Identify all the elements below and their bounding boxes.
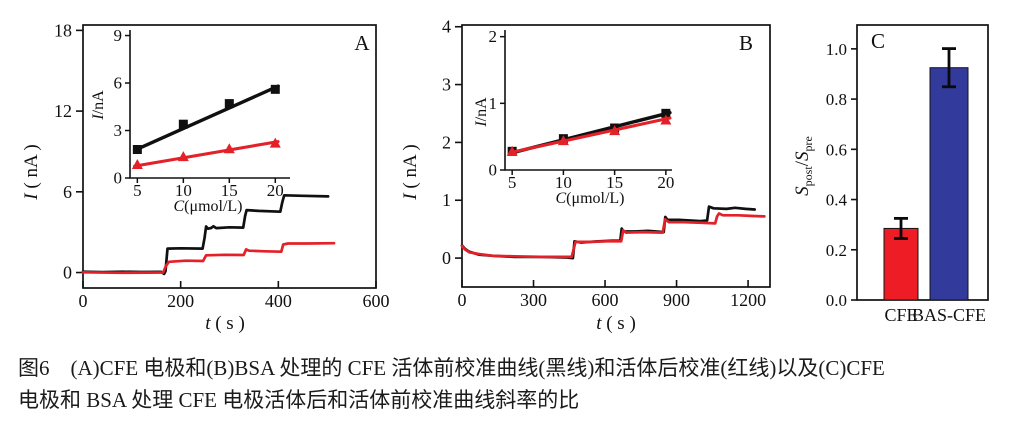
inset-y-tick-label: 1 — [489, 94, 498, 113]
y-tick-label: 6 — [63, 182, 72, 202]
data-point-square — [661, 108, 671, 118]
y-tick-label: 0.8 — [826, 90, 847, 109]
y-tick-label: 1.0 — [826, 40, 847, 59]
data-point-triangle — [557, 135, 569, 146]
inset-y-tick-label: 2 — [489, 27, 498, 46]
inset-x-tick-label: 10 — [175, 181, 192, 200]
x-axis-label: t ( s ) — [205, 313, 245, 334]
series-red-trace — [81, 241, 336, 275]
inset-y-axis-label: I/nA — [473, 97, 490, 128]
x-axis-label: t ( s ) — [596, 313, 636, 334]
inset-fit-line-red — [508, 116, 672, 155]
x-tick-label: 600 — [592, 290, 619, 310]
category-label: CFE — [884, 305, 917, 325]
axes-frame — [461, 24, 771, 288]
caption-line-2: 电极和 BSA 处理 CFE 电极活体后和活体前校准曲线斜率的比 — [18, 388, 580, 412]
data-point-triangle — [269, 137, 281, 148]
y-tick-label: 0.4 — [826, 191, 848, 210]
inset-x-tick-label: 15 — [221, 181, 238, 200]
bar-cfe — [883, 227, 919, 301]
data-point-triangle — [609, 125, 621, 136]
y-axis-label: Spost/Spre — [792, 136, 815, 196]
y-axis-label: I ( nA ) — [21, 144, 42, 200]
inset-y-tick-label: 9 — [114, 26, 123, 45]
data-point-square — [270, 84, 280, 94]
series-red-trace — [460, 212, 766, 259]
inset-x-tick-label: 5 — [508, 173, 517, 192]
data-point-square — [224, 99, 234, 109]
inset-y-tick-label: 6 — [114, 74, 123, 93]
data-point-triangle — [506, 145, 518, 156]
data-point-square — [132, 145, 142, 155]
y-tick-label: 18 — [54, 20, 72, 40]
x-tick-label: 300 — [520, 290, 547, 310]
data-point-square — [178, 119, 188, 129]
y-tick-label: 1 — [442, 190, 451, 210]
x-tick-label: 0 — [79, 291, 88, 311]
axes-frame — [856, 24, 989, 301]
inset-x-tick-label: 10 — [555, 173, 572, 192]
x-tick-label: 0 — [458, 290, 467, 310]
caption-line-1: 图6 (A)CFE 电极和(B)BSA 处理的 CFE 活体前校准曲线(黑线)和… — [18, 356, 885, 380]
panel-letter: B — [739, 31, 753, 55]
axes-frame — [82, 24, 377, 289]
y-tick-label: 0 — [63, 263, 72, 283]
figure-caption: 图6 (A)CFE 电极和(B)BSA 处理的 CFE 活体前校准曲线(黑线)和… — [18, 352, 1010, 416]
x-tick-label: 600 — [363, 291, 390, 311]
inset-fit-line-red — [133, 140, 280, 168]
data-point-triangle — [223, 143, 235, 154]
x-tick-label: 1200 — [730, 290, 766, 310]
inset-x-axis-label: C(μmol/L) — [173, 198, 242, 215]
x-tick-label: 900 — [663, 290, 690, 310]
series-black-trace — [460, 205, 757, 260]
inset-y-axis-label: I/nA — [90, 90, 107, 121]
y-tick-label: 0.0 — [826, 291, 847, 310]
x-tick-label: 200 — [167, 291, 194, 311]
data-point-triangle — [177, 151, 189, 162]
inset-y-tick-label: 0 — [114, 169, 123, 188]
inset-y-tick-label: 3 — [114, 121, 123, 140]
panel-letter: A — [354, 31, 370, 55]
inset-x-tick-label: 15 — [606, 173, 623, 192]
y-tick-label: 4 — [442, 17, 451, 37]
inset-axes — [129, 30, 290, 179]
inset-fit-line-black — [132, 84, 280, 152]
y-tick-label: 3 — [442, 75, 451, 95]
y-tick-label: 2 — [442, 132, 451, 152]
y-axis-label: I ( nA ) — [400, 144, 421, 200]
y-tick-label: 12 — [54, 101, 72, 121]
panel-b-inset: 5 10 15 20 0 1 2 C(μmol/L) I/nA — [473, 27, 674, 207]
panel-letter: C — [871, 29, 885, 53]
x-tick-label: 400 — [265, 291, 292, 311]
y-tick-label: 0.2 — [826, 241, 847, 260]
bar-bas-cfe — [929, 67, 969, 301]
inset-x-tick-label: 20 — [657, 173, 674, 192]
category-label: BAS-CFE — [912, 305, 986, 325]
inset-y-tick-label: 0 — [489, 161, 498, 180]
y-tick-label: 0 — [442, 248, 451, 268]
y-tick-label: 0.6 — [826, 140, 847, 159]
data-point-triangle — [660, 114, 672, 125]
inset-x-tick-label: 5 — [133, 181, 142, 200]
inset-x-axis-label: C(μmol/L) — [555, 190, 624, 207]
panel-a-inset: 5 10 15 20 0 3 6 9 C(μmol/L) I/nA — [90, 26, 290, 215]
inset-x-tick-label: 20 — [267, 181, 284, 200]
data-point-triangle — [131, 159, 143, 170]
